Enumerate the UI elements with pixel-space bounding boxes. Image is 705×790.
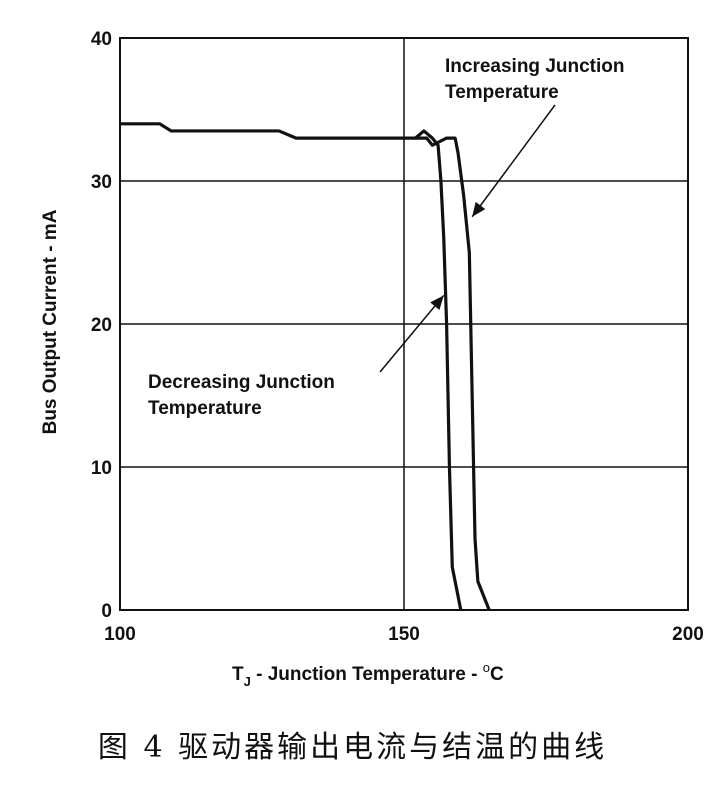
y-tick-label: 40 [91,29,112,50]
annotation-text: Temperature [148,398,262,419]
x-axis-label: TJ - Junction Temperature - oC [232,660,504,689]
y-tick-label: 10 [91,458,112,479]
annotation-text: Temperature [445,82,559,103]
x-tick-label: 100 [104,624,136,645]
annotation-arrowhead [430,295,444,310]
x-tick-label: 150 [388,624,420,645]
x-tick-label: 200 [672,624,704,645]
y-tick-label: 20 [91,315,112,336]
figure-caption: 图 4 驱动器输出电流与结温的曲线 [97,730,608,765]
y-axis-label: Bus Output Current - mA [40,209,61,434]
annotation-arrow-line [379,294,445,373]
annotation-arrowhead [472,201,486,217]
y-tick-label: 30 [91,172,112,193]
series-line [120,122,463,611]
annotation-arrow-line [471,104,556,218]
y-tick-label: 0 [101,601,112,622]
annotation-text: Decreasing Junction [148,372,335,393]
annotation-text: Increasing Junction [445,56,624,77]
chart: 0 10 20 30 40 100 150 200 Increasing Junction Te… [40,29,704,689]
series-line [415,136,491,611]
